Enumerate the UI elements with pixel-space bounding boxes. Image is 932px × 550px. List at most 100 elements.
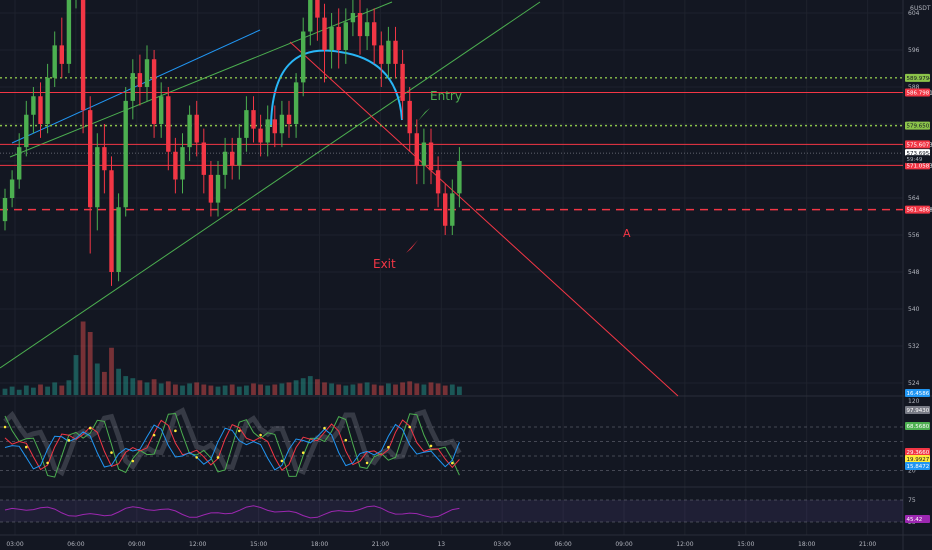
osc-top-tick: 120 xyxy=(908,398,920,405)
volume-bar xyxy=(23,385,29,395)
price-tag-bg xyxy=(905,515,930,523)
volume-bar xyxy=(315,379,320,395)
candle xyxy=(88,96,93,254)
candle xyxy=(407,87,412,152)
volume-bar xyxy=(400,382,405,395)
volume-bar xyxy=(286,382,292,395)
candle-body xyxy=(116,207,121,272)
osc-value-tag: 97.9430 xyxy=(905,406,930,414)
volume-bar xyxy=(357,383,363,395)
time-tick-label: 12:00 xyxy=(189,541,206,548)
volume-bar xyxy=(173,384,178,395)
volume-bar xyxy=(9,386,15,395)
candle-body xyxy=(45,77,50,124)
candle-body xyxy=(59,45,64,64)
time-tick-label: 09:00 xyxy=(128,541,145,548)
osc-dot xyxy=(387,445,390,449)
osc-dot xyxy=(429,444,433,448)
candle xyxy=(329,13,334,69)
price-tag-bg xyxy=(905,121,930,130)
candle xyxy=(293,73,299,138)
osc-line-blue xyxy=(4,423,460,471)
time-tick-label: 15:00 xyxy=(250,541,267,548)
volume-bar xyxy=(251,383,256,395)
volume-bar xyxy=(272,384,278,395)
price-tag-text: 589.9794 xyxy=(907,76,932,82)
candle-body xyxy=(95,147,100,208)
volume-bar xyxy=(194,382,200,395)
candle xyxy=(66,0,72,74)
price-tag-bg xyxy=(905,448,930,456)
candle-body xyxy=(17,147,22,180)
candle-body xyxy=(393,40,398,64)
candle xyxy=(279,100,285,148)
time-tick-label: 09:00 xyxy=(615,541,632,548)
price-tick-label: 524 xyxy=(908,380,920,387)
volume-bar xyxy=(165,381,171,395)
candle xyxy=(59,17,64,78)
volume-bar xyxy=(258,384,263,395)
candle-body xyxy=(329,26,334,50)
candle-body xyxy=(201,142,206,175)
candle-body xyxy=(301,31,306,83)
candle xyxy=(379,31,384,87)
time-tick-label: 06:00 xyxy=(67,541,84,548)
candle-body xyxy=(336,26,341,50)
trendlines xyxy=(0,1,679,397)
rsi-band xyxy=(0,500,903,522)
entry-arrow-icon xyxy=(418,108,430,121)
price-tag-text: 29.3660 xyxy=(907,450,930,456)
candle-body xyxy=(308,0,313,32)
candle-body xyxy=(187,114,192,148)
time-axis[interactable]: 03:00 06:00 09:00 12:00 15:00 18:00 21:00 13 03:… xyxy=(6,541,876,548)
price-tick-label: 556 xyxy=(908,232,920,239)
candle xyxy=(24,100,29,157)
volume-bar xyxy=(371,384,377,395)
volume-bar xyxy=(307,376,313,395)
exit-arrow-icon xyxy=(406,240,418,253)
candle xyxy=(222,137,228,189)
blue-channel-line xyxy=(11,29,261,144)
volume-bar xyxy=(16,389,22,395)
level-price-tag: 571.0583 xyxy=(905,161,932,170)
candle-body xyxy=(357,13,363,37)
candle-body xyxy=(315,0,320,18)
volume-bar xyxy=(158,383,164,395)
time-tick-label: 12:00 xyxy=(676,541,693,548)
volume-bar xyxy=(80,321,86,395)
candle xyxy=(301,17,306,97)
candle-body xyxy=(265,119,270,143)
candle xyxy=(45,63,50,134)
candle-body xyxy=(137,73,143,87)
volume-bar xyxy=(31,387,36,395)
time-tick-label: 21:00 xyxy=(372,541,389,548)
candle-body xyxy=(244,110,249,138)
candle-body xyxy=(457,161,462,194)
price-tag-text: 68.5680 xyxy=(907,424,930,430)
price-tick-label: 532 xyxy=(908,343,920,350)
price-tag-text: 573.6954 xyxy=(907,151,932,157)
price-tag-text: 97.9430 xyxy=(907,408,930,414)
candle-body xyxy=(159,96,164,124)
price-tag-bg xyxy=(905,462,930,470)
price-tag-text: 19.9927 xyxy=(907,457,930,463)
candle xyxy=(194,100,199,157)
candle-body xyxy=(350,13,356,23)
candle-body xyxy=(414,133,419,166)
price-tag-bg xyxy=(905,389,930,397)
candle-body xyxy=(372,22,377,46)
osc-dot xyxy=(3,425,7,429)
level-price-tag: 575.6073 xyxy=(905,140,932,149)
candle-body xyxy=(222,151,228,175)
candle xyxy=(244,96,249,152)
price-tag-bg xyxy=(905,205,930,214)
currency-label: USDT xyxy=(914,5,931,12)
candle-body xyxy=(286,114,292,124)
candle-body xyxy=(421,142,427,166)
candle-body xyxy=(322,17,327,50)
candle-body xyxy=(173,151,178,180)
volume-bar xyxy=(421,384,427,395)
candle-body xyxy=(272,119,277,134)
price-axis[interactable]: 6USDT52453254054855656457258058859660461… xyxy=(905,0,932,526)
